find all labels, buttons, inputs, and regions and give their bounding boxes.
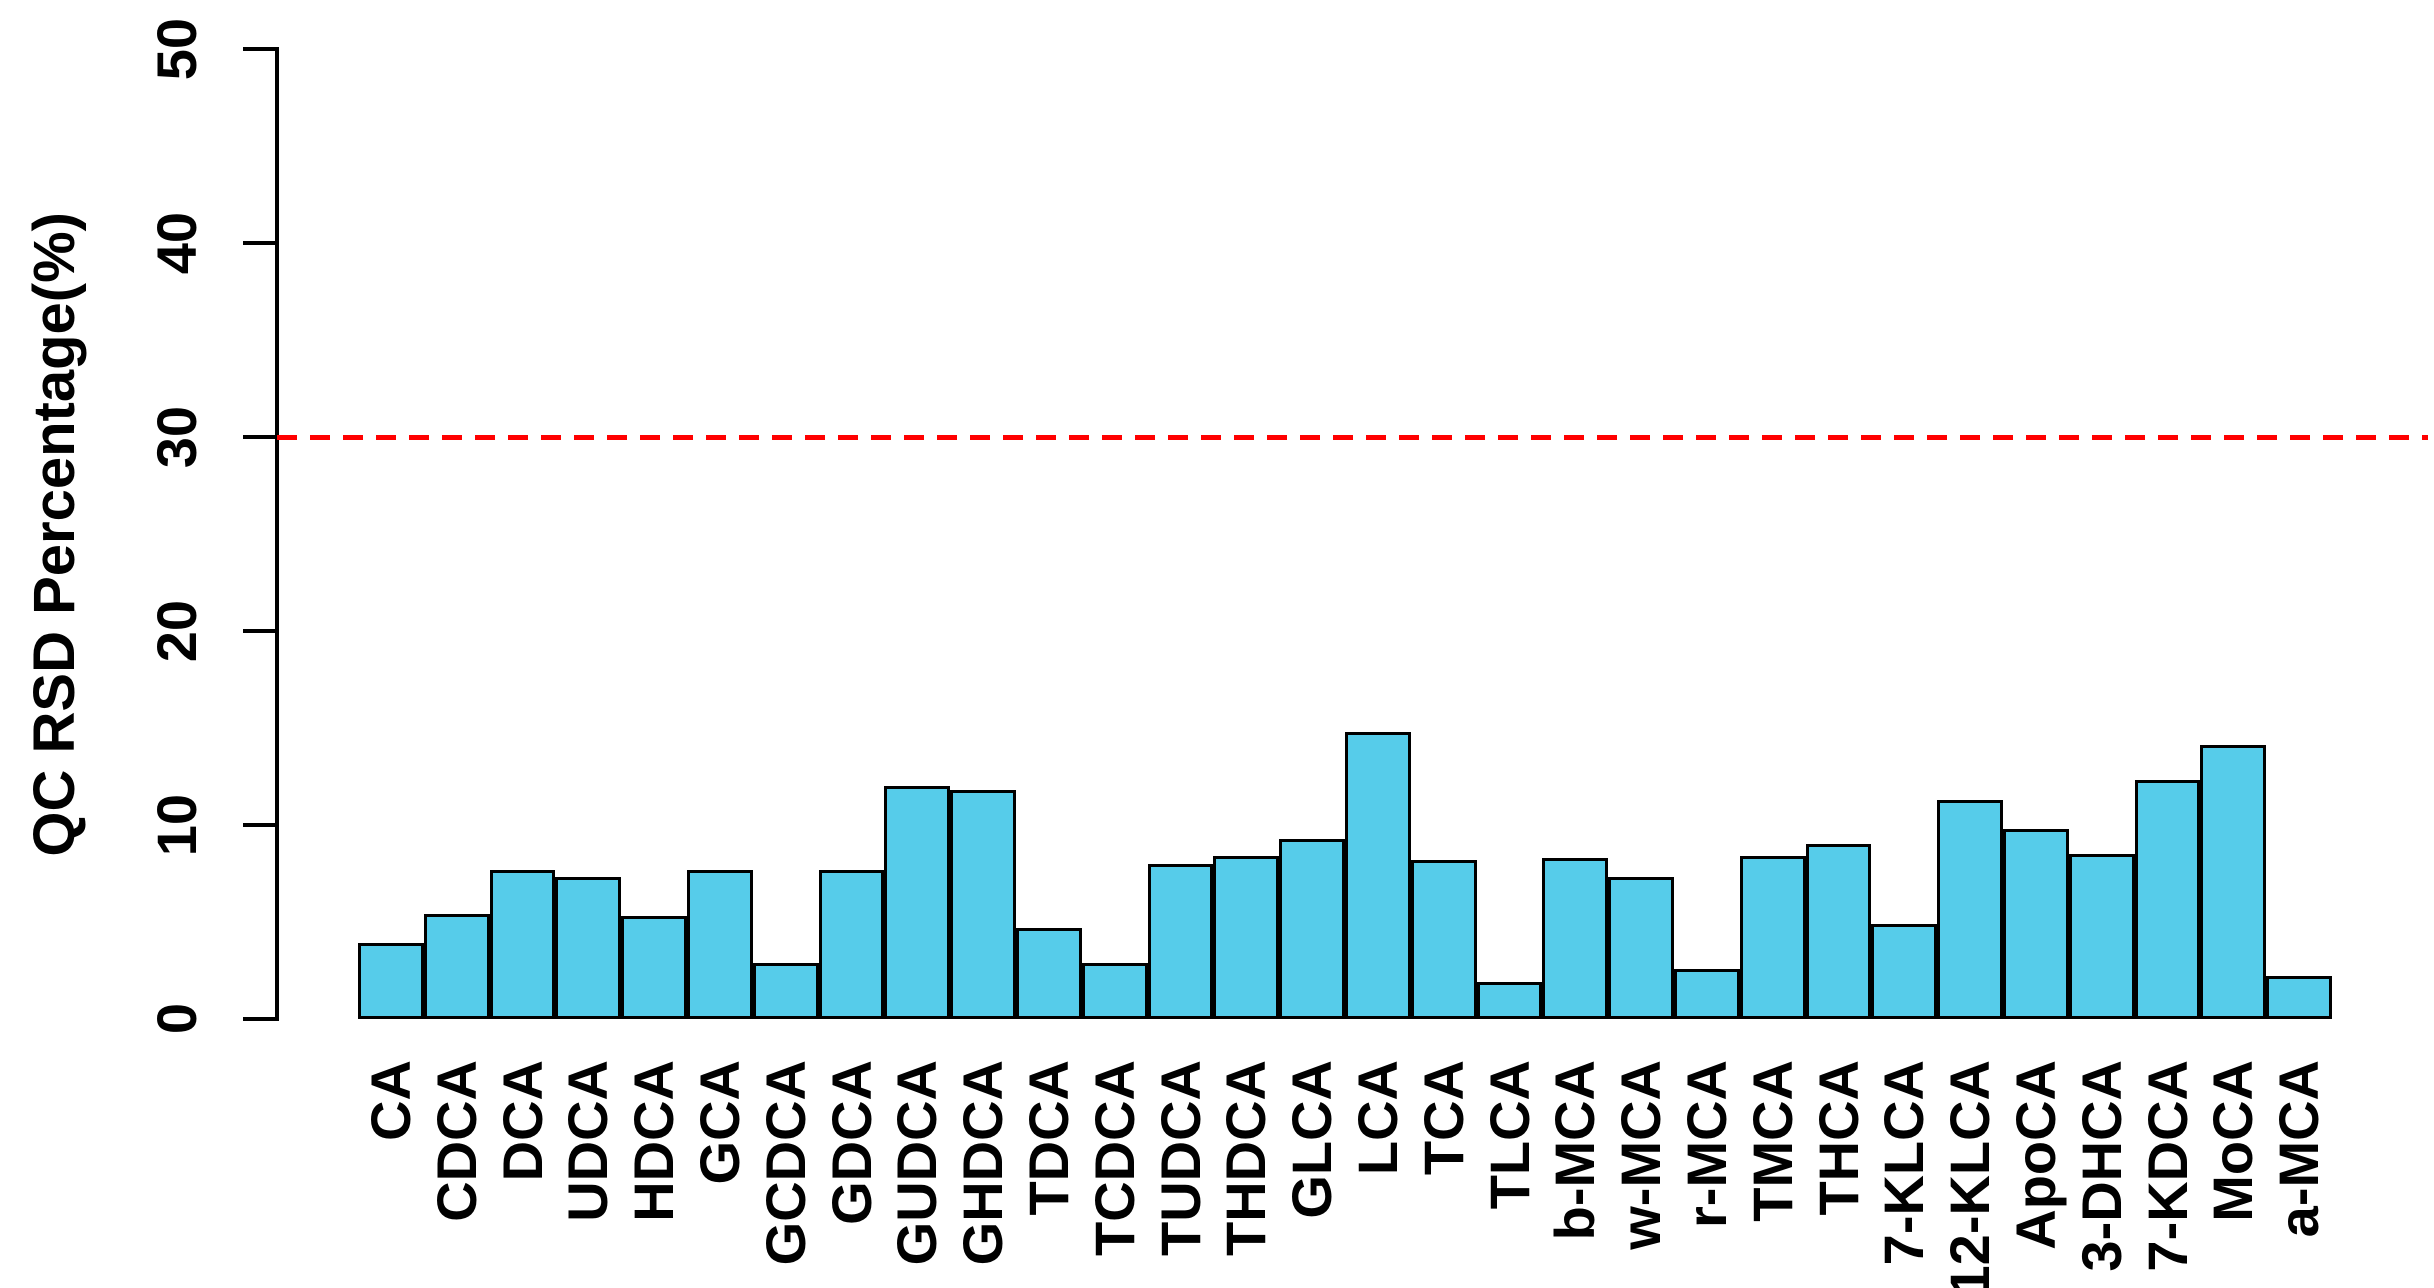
x-axis-label-TLCA: TLCA (1477, 1060, 1541, 1210)
bar-DCA (489, 869, 556, 1019)
x-axis-label-TUDCA: TUDCA (1148, 1060, 1212, 1256)
y-axis-line (275, 47, 279, 1021)
y-axis-tick-label-box: 40 (117, 163, 237, 323)
x-axis-label-a-MCA: a-MCA (2267, 1060, 2331, 1238)
x-axis-label-THDCA: THDCA (1214, 1060, 1278, 1256)
bar-CA (358, 943, 424, 1019)
y-axis-tick-label: 30 (145, 405, 208, 469)
bar-GUDCA (884, 786, 951, 1019)
bar-THCA (1805, 844, 1872, 1019)
x-axis-label-GHDCA: GHDCA (951, 1060, 1015, 1266)
x-axis-label-UDCA: UDCA (556, 1060, 620, 1222)
y-axis-tick-label-box: 10 (117, 745, 237, 905)
x-axis-label-GLCA: GLCA (1280, 1060, 1344, 1219)
x-axis-label-CDCA: CDCA (424, 1060, 488, 1222)
x-axis-label-GDCA: GDCA (819, 1060, 883, 1225)
bar-GCA (687, 869, 753, 1019)
x-axis-label-r-MCA: r-MCA (1674, 1060, 1738, 1228)
y-axis-tick-label-box: 30 (117, 357, 237, 517)
bar-12-KLCA (1937, 799, 2003, 1019)
x-axis-label-7-KDCA: 7-KDCA (2135, 1060, 2199, 1272)
bar-w-MCA (1608, 877, 1674, 1019)
bar-GDCA (818, 869, 885, 1019)
y-axis-title-box: QC RSD Percentage(%) (0, 212, 110, 857)
y-axis-tick-label: 0 (145, 1003, 208, 1035)
bar-ApoCA (2003, 828, 2069, 1019)
y-axis-title: QC RSD Percentage(%) (22, 211, 87, 857)
y-axis-tick (243, 47, 277, 51)
x-axis-label-HDCA: HDCA (622, 1060, 686, 1222)
y-axis-tick (243, 1017, 277, 1021)
bar-THDCA (1213, 856, 1280, 1019)
x-axis-label-TDCA: TDCA (1016, 1060, 1080, 1216)
bar-TCA (1410, 859, 1477, 1019)
threshold-line (277, 435, 2428, 440)
bar-MoCA (2200, 745, 2267, 1019)
bar-GLCA (1279, 838, 1345, 1019)
x-axis-label-7-KLCA: 7-KLCA (1872, 1060, 1936, 1266)
x-axis-label-DCA: DCA (490, 1060, 554, 1182)
x-axis-label-LCA: LCA (1345, 1060, 1409, 1176)
x-axis-label-MoCA: MoCA (2201, 1060, 2265, 1222)
y-axis-tick (243, 823, 277, 827)
y-axis-tick-label-box: 20 (117, 551, 237, 711)
y-axis-tick (243, 629, 277, 633)
bar-a-MCA (2266, 976, 2332, 1019)
y-axis-tick-label: 50 (145, 17, 208, 81)
x-axis-label-w-MCA: w-MCA (1609, 1060, 1673, 1250)
x-axis-label-THCA: THCA (1806, 1060, 1870, 1216)
bar-UDCA (555, 877, 622, 1019)
bar-b-MCA (1542, 857, 1609, 1019)
bar-CDCA (423, 914, 490, 1019)
x-axis-label-TMCA: TMCA (1740, 1060, 1804, 1222)
x-axis-label-CA: CA (358, 1060, 422, 1141)
bar-TLCA (1476, 982, 1543, 1019)
y-axis-tick-label: 10 (145, 793, 208, 857)
bar-HDCA (621, 916, 687, 1019)
bar-r-MCA (1674, 968, 1740, 1019)
x-axis-label-TCDCA: TCDCA (1082, 1060, 1146, 1256)
y-axis-tick-label: 40 (145, 211, 208, 275)
bar-GHDCA (950, 790, 1016, 1019)
x-axis-label-ApoCA: ApoCA (2003, 1060, 2067, 1250)
bar-TCDCA (1081, 962, 1148, 1019)
x-axis-label-12-KLCA: 12-KLCA (1938, 1060, 2002, 1288)
bar-3-DHCA (2068, 854, 2135, 1019)
bar-TDCA (1016, 927, 1082, 1019)
y-axis-tick-label-box: 50 (117, 0, 237, 129)
y-axis-tick (243, 241, 277, 245)
x-axis-label-GUDCA: GUDCA (885, 1060, 949, 1266)
x-axis-label-b-MCA: b-MCA (1543, 1060, 1607, 1241)
bar-LCA (1345, 731, 1411, 1019)
x-axis-label-3-DHCA: 3-DHCA (2069, 1060, 2133, 1272)
y-axis-tick-label-box: 0 (117, 939, 237, 1099)
bar-GCDCA (752, 962, 819, 1019)
y-axis-tick (243, 435, 277, 439)
bar-TMCA (1739, 856, 1806, 1019)
x-axis-label-GCA: GCA (687, 1060, 751, 1185)
x-axis-label-TCA: TCA (1411, 1060, 1475, 1176)
bar-7-KLCA (1871, 923, 1938, 1019)
bar-TUDCA (1147, 863, 1214, 1019)
y-axis-tick-label: 20 (145, 599, 208, 663)
bar-7-KDCA (2134, 780, 2201, 1019)
x-axis-label-GCDCA: GCDCA (753, 1060, 817, 1266)
